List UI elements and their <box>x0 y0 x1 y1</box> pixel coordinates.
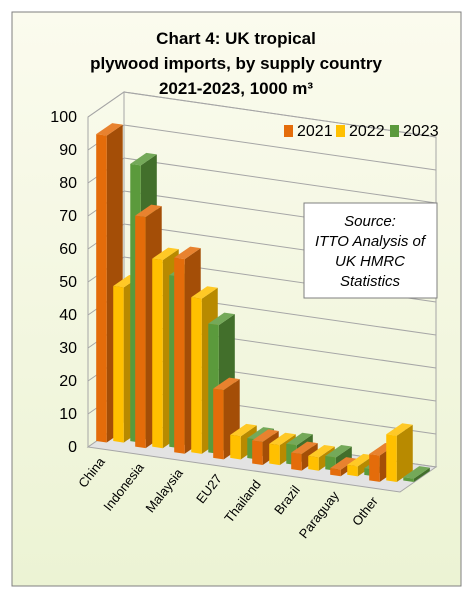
bar-front <box>230 434 241 460</box>
y-tick-label: 10 <box>59 406 77 423</box>
chart-title-line-1: Chart 4: UK tropical <box>156 29 316 48</box>
bar-top <box>403 466 430 479</box>
legend-swatch-2022 <box>336 125 345 137</box>
bar-top <box>174 246 201 260</box>
bar-front <box>403 477 414 482</box>
gridline <box>123 157 437 204</box>
source-note-line: ITTO Analysis of <box>315 233 427 250</box>
bar-side <box>396 424 413 482</box>
y-tick-label: 100 <box>50 109 77 126</box>
bar-top <box>130 152 157 166</box>
y-tick-label: 60 <box>59 241 77 258</box>
bar-front <box>386 434 397 482</box>
bar-front <box>347 464 358 477</box>
bar-top <box>208 312 235 326</box>
y-tick-label: 90 <box>59 142 77 159</box>
legend-swatch-2021 <box>284 125 293 137</box>
chart-title-line-3: 2021-2023, 1000 m³ <box>159 79 313 98</box>
y-tick-label: 50 <box>59 274 77 291</box>
y-tick-label: 0 <box>68 439 77 456</box>
y-tick-label: 30 <box>59 340 77 357</box>
y-tick-label: 70 <box>59 208 77 225</box>
bar-front <box>330 468 341 477</box>
y-tick-label: 80 <box>59 175 77 192</box>
source-note-line: Source: <box>344 213 396 230</box>
y-tick-label: 20 <box>59 373 77 390</box>
bar-front <box>291 452 302 471</box>
bar-front <box>308 455 319 471</box>
gridline <box>123 124 437 171</box>
legend-label-2021: 2021 <box>297 123 333 140</box>
y-tick-label: 40 <box>59 307 77 324</box>
bar-top <box>308 444 335 458</box>
bar-front <box>213 388 224 460</box>
gridline <box>123 91 437 138</box>
bar-front <box>152 258 163 449</box>
bar-top <box>252 429 279 442</box>
bar-top <box>286 432 313 446</box>
bar-front <box>135 215 146 449</box>
bar-front <box>252 440 263 466</box>
bar-top <box>135 204 162 218</box>
bar-front <box>174 257 185 454</box>
legend-label-2022: 2022 <box>349 123 385 140</box>
bar-top <box>330 457 357 470</box>
bar-top <box>230 423 257 437</box>
bar-side <box>413 467 430 482</box>
bar-top <box>96 123 123 136</box>
bar-2023-other <box>403 466 430 482</box>
bar-2022-other <box>386 423 413 482</box>
source-note-box <box>303 202 438 299</box>
bar-front <box>369 454 380 482</box>
chart-title-line-2: plywood imports, by supply country <box>90 54 382 73</box>
bar-top <box>291 441 318 455</box>
legend-label-2023: 2023 <box>403 123 439 140</box>
bar-top <box>213 377 240 391</box>
source-note-line: Statistics <box>340 273 401 290</box>
bar-top <box>269 432 296 446</box>
bar-front <box>113 285 124 443</box>
bar-top <box>325 445 352 458</box>
legend-swatch-2023 <box>390 125 399 137</box>
bar-top <box>152 247 179 261</box>
gridline-side <box>87 91 125 118</box>
bar-top <box>347 453 374 467</box>
bar-front <box>96 134 107 443</box>
bar-top <box>191 286 218 299</box>
bar-front <box>191 297 202 454</box>
bar-front <box>269 443 280 466</box>
source-note-line: UK HMRC <box>335 253 405 270</box>
bar-top <box>386 423 413 436</box>
